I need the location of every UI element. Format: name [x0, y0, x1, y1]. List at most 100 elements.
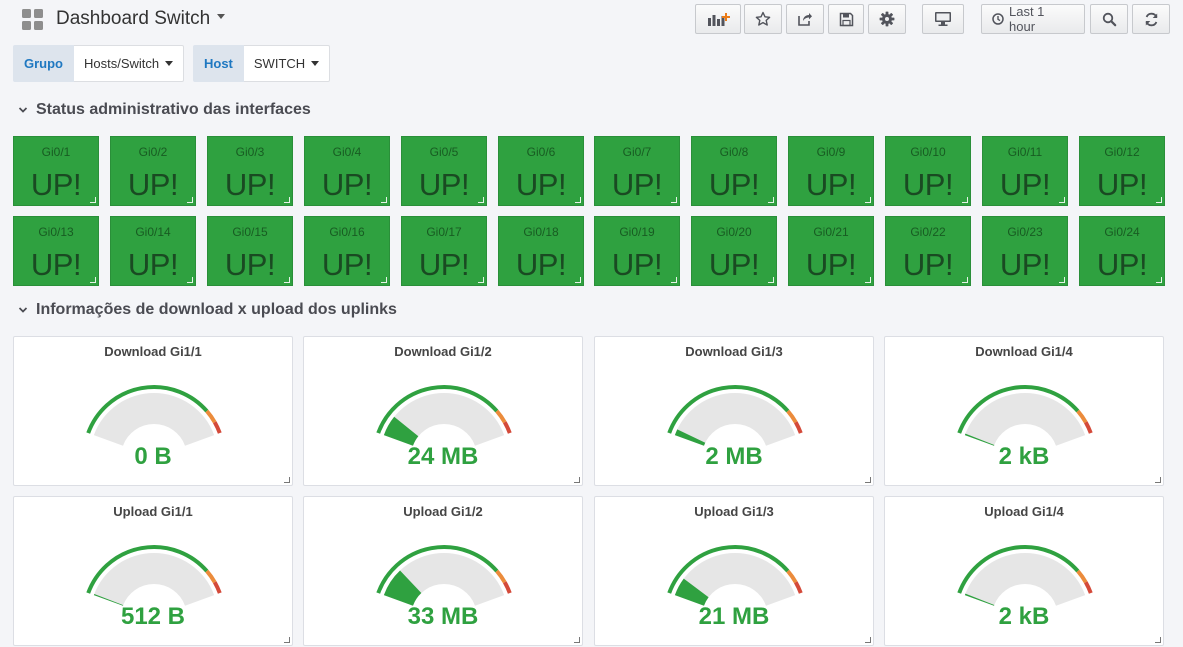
resize-handle[interactable] — [284, 277, 290, 283]
status-value: UP! — [127, 247, 179, 282]
panel-title: Upload Gi1/2 — [403, 504, 483, 519]
status-tile[interactable]: Gi0/24 UP! — [1079, 216, 1165, 286]
resize-handle[interactable] — [1059, 197, 1065, 203]
status-tile[interactable]: Gi0/4 UP! — [304, 136, 390, 206]
resize-handle[interactable] — [187, 197, 193, 203]
resize-handle[interactable] — [962, 197, 968, 203]
zoom-out-button[interactable] — [1090, 4, 1128, 34]
status-tile[interactable]: Gi0/13 UP! — [13, 216, 99, 286]
status-tile[interactable]: Gi0/5 UP! — [401, 136, 487, 206]
grupo-dropdown[interactable]: Hosts/Switch — [74, 45, 185, 82]
refresh-button[interactable] — [1132, 4, 1170, 34]
gauge-value: 2 kB — [998, 603, 1050, 630]
gauge-panel[interactable]: Upload Gi1/4 2 kB — [884, 496, 1164, 646]
dashboard-grid-icon[interactable] — [22, 9, 44, 31]
resize-handle[interactable] — [284, 637, 290, 643]
status-tile[interactable]: Gi0/16 UP! — [304, 216, 390, 286]
gauge-panel[interactable]: Download Gi1/4 2 kB — [884, 336, 1164, 486]
gauge-panel[interactable]: Download Gi1/1 0 B — [13, 336, 293, 486]
status-tile[interactable]: Gi0/20 UP! — [691, 216, 777, 286]
status-tile[interactable]: Gi0/21 UP! — [788, 216, 874, 286]
resize-handle[interactable] — [574, 637, 580, 643]
star-dashboard-button[interactable] — [744, 4, 782, 34]
gauge-panel[interactable]: Upload Gi1/3 21 MB — [594, 496, 874, 646]
gauge-value: 0 B — [134, 443, 172, 470]
resize-handle[interactable] — [1156, 277, 1162, 283]
status-tile[interactable]: Gi0/7 UP! — [594, 136, 680, 206]
resize-handle[interactable] — [381, 197, 387, 203]
star-icon — [755, 11, 771, 26]
resize-handle[interactable] — [575, 277, 581, 283]
resize-handle[interactable] — [478, 197, 484, 203]
status-tile[interactable]: Gi0/22 UP! — [885, 216, 971, 286]
resize-handle[interactable] — [574, 477, 580, 483]
status-tile[interactable]: Gi0/6 UP! — [498, 136, 584, 206]
time-range-label: Last 1 hour — [1009, 4, 1045, 34]
variable-label: Grupo — [13, 45, 74, 82]
resize-handle[interactable] — [90, 277, 96, 283]
resize-handle[interactable] — [1155, 477, 1161, 483]
status-tile[interactable]: Gi0/1 UP! — [13, 136, 99, 206]
resize-handle[interactable] — [575, 197, 581, 203]
resize-handle[interactable] — [478, 277, 484, 283]
status-tile[interactable]: Gi0/15 UP! — [207, 216, 293, 286]
resize-handle[interactable] — [865, 477, 871, 483]
dashboard-title-dropdown[interactable]: Dashboard Switch — [56, 8, 226, 30]
resize-handle[interactable] — [284, 197, 290, 203]
gauge-value-fill — [93, 593, 124, 606]
gauge-value: 2 MB — [705, 443, 763, 470]
resize-handle[interactable] — [962, 277, 968, 283]
resize-handle[interactable] — [1155, 637, 1161, 643]
gauge-panel[interactable]: Upload Gi1/1 512 B — [13, 496, 293, 646]
view-mode-button[interactable] — [922, 4, 964, 34]
time-range-picker[interactable]: Last 1 hour — [981, 4, 1085, 34]
resize-handle[interactable] — [1059, 277, 1065, 283]
resize-handle[interactable] — [187, 277, 193, 283]
threshold-ok-arc — [957, 545, 1080, 594]
status-tile[interactable]: Gi0/23 UP! — [982, 216, 1068, 286]
resize-handle[interactable] — [1156, 197, 1162, 203]
resize-handle[interactable] — [381, 277, 387, 283]
gauge-chart — [957, 545, 1093, 606]
status-tile[interactable]: Gi0/14 UP! — [110, 216, 196, 286]
panel-title: Download Gi1/3 — [685, 344, 783, 359]
status-tile[interactable]: Gi0/9 UP! — [788, 136, 874, 206]
status-tile[interactable]: Gi0/19 UP! — [594, 216, 680, 286]
resize-handle[interactable] — [768, 277, 774, 283]
settings-button[interactable] — [868, 4, 906, 34]
interface-name: Gi0/13 — [38, 225, 74, 239]
status-tile[interactable]: Gi0/12 UP! — [1079, 136, 1165, 206]
resize-handle[interactable] — [671, 197, 677, 203]
resize-handle[interactable] — [90, 197, 96, 203]
row-toggle-traffic[interactable]: Informações de download x upload dos upl… — [18, 301, 397, 319]
resize-handle[interactable] — [671, 277, 677, 283]
save-dashboard-button[interactable] — [828, 4, 864, 34]
gauge-panel[interactable]: Upload Gi1/2 33 MB — [303, 496, 583, 646]
status-tile[interactable]: Gi0/17 UP! — [401, 216, 487, 286]
gauge-value: 24 MB — [407, 443, 479, 470]
resize-handle[interactable] — [768, 197, 774, 203]
resize-handle[interactable] — [865, 637, 871, 643]
status-value: UP! — [999, 247, 1051, 282]
resize-handle[interactable] — [865, 197, 871, 203]
gauge-panel[interactable]: Download Gi1/2 24 MB — [303, 336, 583, 486]
threshold-ok-arc — [667, 385, 790, 434]
gauge-value: 512 B — [120, 603, 186, 630]
monitor-icon — [935, 12, 951, 26]
status-tile[interactable]: Gi0/10 UP! — [885, 136, 971, 206]
share-dashboard-button[interactable] — [786, 4, 824, 34]
status-tile[interactable]: Gi0/18 UP! — [498, 216, 584, 286]
interface-name: Gi0/9 — [816, 145, 846, 159]
status-tile[interactable]: Gi0/11 UP! — [982, 136, 1068, 206]
status-tile[interactable]: Gi0/8 UP! — [691, 136, 777, 206]
variable-value: SWITCH — [253, 56, 306, 71]
add-panel-button[interactable] — [695, 4, 741, 34]
row-toggle-status[interactable]: Status administrativo das interfaces — [18, 101, 311, 119]
host-dropdown[interactable]: SWITCH — [243, 45, 331, 82]
gauge-panel[interactable]: Download Gi1/3 2 MB — [594, 336, 874, 486]
resize-handle[interactable] — [284, 477, 290, 483]
status-tile[interactable]: Gi0/2 UP! — [110, 136, 196, 206]
status-tile[interactable]: Gi0/3 UP! — [207, 136, 293, 206]
top-nav: Dashboard Switch — [0, 0, 1183, 40]
resize-handle[interactable] — [865, 277, 871, 283]
